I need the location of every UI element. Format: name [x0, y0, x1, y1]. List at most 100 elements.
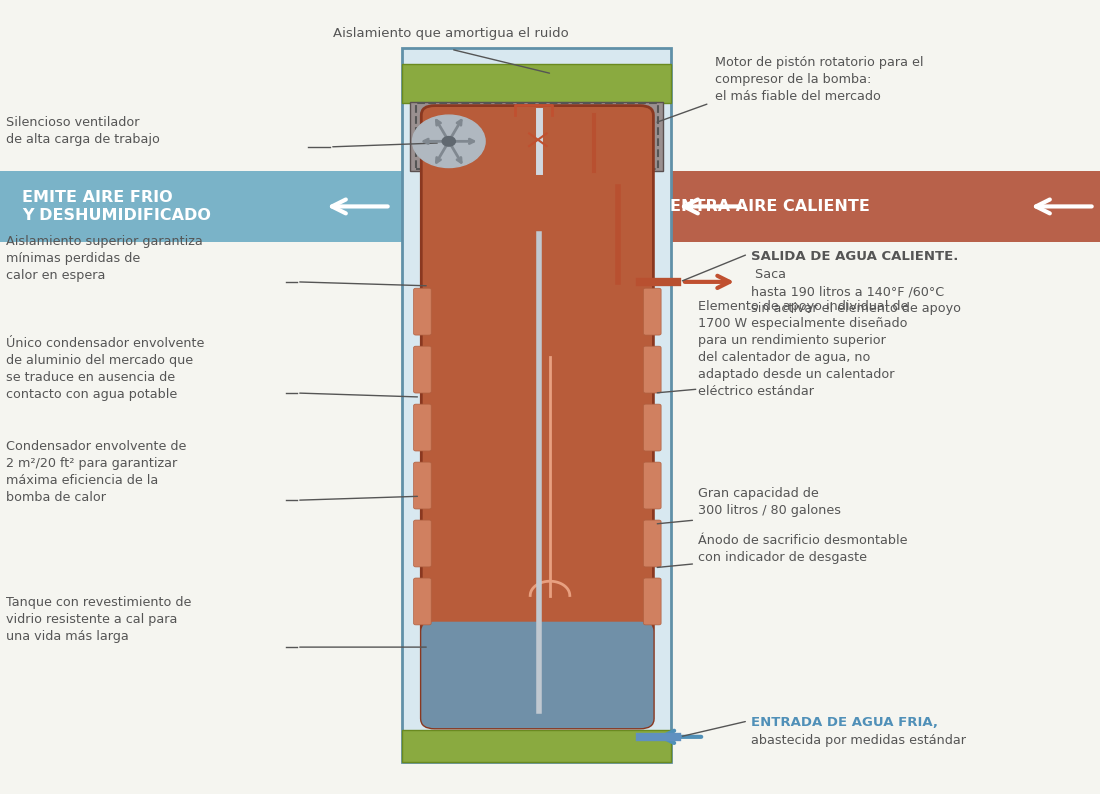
Bar — [584, 171, 590, 242]
Bar — [572, 171, 578, 242]
Bar — [544, 171, 550, 242]
Bar — [497, 171, 502, 242]
FancyBboxPatch shape — [414, 288, 431, 335]
Bar — [524, 171, 529, 242]
Bar — [463, 171, 469, 242]
Text: Motor de pistón rotatorio para el
compresor de la bomba:
el más fiable del merca: Motor de pistón rotatorio para el compre… — [715, 56, 924, 103]
Text: abastecida por medidas estándar: abastecida por medidas estándar — [751, 734, 966, 746]
Bar — [530, 171, 536, 242]
Bar — [557, 171, 562, 242]
Text: EMITE AIRE FRIO
Y DESHUMIDIFICADO: EMITE AIRE FRIO Y DESHUMIDIFICADO — [22, 191, 211, 222]
Bar — [629, 171, 635, 242]
Bar — [594, 171, 598, 242]
Bar — [508, 171, 514, 242]
Bar — [482, 171, 486, 242]
Bar — [639, 171, 643, 242]
Bar — [518, 171, 524, 242]
Bar — [648, 171, 653, 242]
Bar — [436, 171, 441, 242]
FancyBboxPatch shape — [402, 48, 671, 762]
Bar — [449, 171, 453, 242]
FancyBboxPatch shape — [421, 106, 653, 728]
Bar — [532, 171, 538, 242]
Bar — [536, 171, 541, 242]
Bar — [542, 171, 548, 242]
Bar — [515, 171, 520, 242]
Bar — [548, 171, 553, 242]
Bar — [458, 171, 462, 242]
Text: Condensador envolvente de
2 m²/20 ft² para garantizar
máxima eficiencia de la
bo: Condensador envolvente de 2 m²/20 ft² pa… — [6, 441, 186, 504]
FancyBboxPatch shape — [414, 520, 431, 567]
Bar — [566, 171, 572, 242]
FancyBboxPatch shape — [414, 578, 431, 625]
FancyBboxPatch shape — [644, 404, 661, 451]
FancyBboxPatch shape — [644, 462, 661, 509]
Bar — [651, 171, 656, 242]
Bar — [612, 171, 617, 242]
Bar — [475, 171, 481, 242]
FancyBboxPatch shape — [644, 288, 661, 335]
Text: Tanque con revestimiento de
vidrio resistente a cal para
una vida más larga: Tanque con revestimiento de vidrio resis… — [6, 596, 191, 643]
Bar — [596, 171, 602, 242]
Bar — [620, 171, 626, 242]
FancyBboxPatch shape — [421, 622, 653, 728]
Bar — [478, 171, 484, 242]
FancyBboxPatch shape — [603, 115, 651, 164]
Bar — [551, 171, 557, 242]
Bar — [460, 171, 465, 242]
Bar — [512, 171, 517, 242]
Bar — [439, 171, 444, 242]
Bar — [503, 171, 508, 242]
Bar — [645, 171, 650, 242]
Bar — [587, 171, 593, 242]
Text: ENTRA AIRE CALIENTE: ENTRA AIRE CALIENTE — [670, 199, 870, 214]
Bar — [539, 171, 544, 242]
Bar — [487, 171, 493, 242]
FancyArrowPatch shape — [424, 139, 446, 144]
Bar — [466, 171, 472, 242]
Bar — [418, 171, 424, 242]
Bar — [632, 171, 638, 242]
Bar — [579, 171, 583, 242]
Text: Aislamiento que amortigua el ruido: Aislamiento que amortigua el ruido — [333, 27, 569, 40]
Text: Saca
hasta 190 litros a 140°F /60°C
sin activar el elemento de apoyo: Saca hasta 190 litros a 140°F /60°C sin … — [751, 268, 961, 315]
Bar — [618, 171, 623, 242]
FancyArrowPatch shape — [450, 120, 461, 139]
Bar — [484, 171, 490, 242]
Bar — [554, 171, 560, 242]
Text: ENTRADA DE AGUA FRIA,: ENTRADA DE AGUA FRIA, — [751, 716, 938, 729]
Bar — [421, 171, 426, 242]
Text: Silencioso ventilador
de alta carga de trabajo: Silencioso ventilador de alta carga de t… — [6, 116, 159, 146]
Bar — [442, 171, 448, 242]
Bar — [506, 171, 510, 242]
Bar — [570, 171, 574, 242]
Bar — [494, 171, 498, 242]
Bar — [627, 171, 631, 242]
Bar — [636, 171, 641, 242]
Bar — [491, 171, 496, 242]
FancyBboxPatch shape — [414, 346, 431, 393]
Bar — [433, 171, 438, 242]
Bar — [527, 171, 532, 242]
Bar — [642, 171, 647, 242]
Bar — [575, 171, 581, 242]
Bar — [657, 171, 662, 242]
FancyBboxPatch shape — [402, 730, 671, 762]
Bar — [615, 171, 620, 242]
Bar — [470, 171, 475, 242]
FancyBboxPatch shape — [644, 578, 661, 625]
Circle shape — [442, 137, 455, 146]
Bar — [581, 171, 586, 242]
FancyArrowPatch shape — [450, 144, 461, 163]
FancyArrowPatch shape — [437, 144, 448, 163]
Bar — [430, 171, 436, 242]
FancyBboxPatch shape — [660, 171, 1100, 242]
Text: Gran capacidad de
300 litros / 80 galones: Gran capacidad de 300 litros / 80 galone… — [698, 487, 842, 517]
Text: Ánodo de sacrificio desmontable
con indicador de desgaste: Ánodo de sacrificio desmontable con indi… — [698, 534, 908, 565]
Bar — [608, 171, 614, 242]
Bar — [653, 171, 659, 242]
Text: Elemento de apoyo individual de
1700 W especialmente diseñado
para un rendimient: Elemento de apoyo individual de 1700 W e… — [698, 300, 909, 399]
Bar — [563, 171, 569, 242]
Bar — [605, 171, 610, 242]
Bar — [521, 171, 526, 242]
